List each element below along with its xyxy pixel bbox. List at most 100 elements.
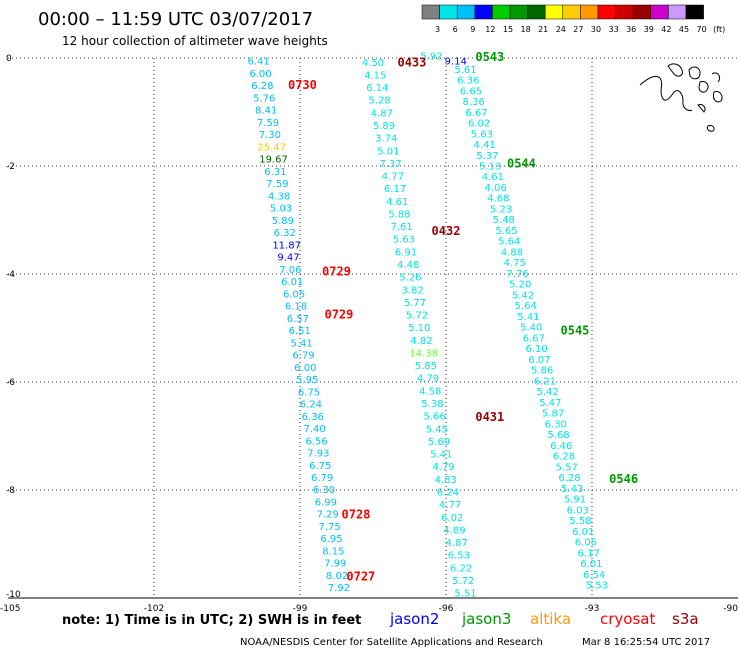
wave-height-point: 4.58: [419, 386, 441, 397]
wave-height-point: 7.30: [259, 130, 281, 141]
scale-label: 39: [644, 25, 654, 34]
scale-swatch: [685, 4, 704, 20]
pass-time-label: 0432: [432, 224, 461, 238]
scale-label: 21: [538, 25, 548, 34]
scale-label: 45: [679, 25, 689, 34]
wave-height-point: 6.95: [320, 534, 342, 545]
credit-text: NOAA/NESDIS Center for Satellite Applica…: [240, 637, 543, 648]
track-b: 4.504.156.145.284.875.893.745.017.374.77…: [362, 58, 477, 600]
scale-label: 18: [521, 25, 531, 34]
wave-height-point: 14.38: [409, 348, 438, 359]
wave-height-point: 6.36: [457, 76, 479, 87]
scale-swatch: [527, 4, 546, 20]
wave-height-point: 5.87: [542, 409, 564, 420]
y-tick-label: -6: [6, 378, 15, 388]
x-tick-label: -90: [723, 604, 738, 614]
satellite-legend: jason2 jason3 altika cryosat s3a: [389, 610, 699, 628]
x-tick-label: -96: [439, 604, 454, 614]
wave-height-point: 6.51: [289, 326, 311, 337]
wave-height-point: 4.82: [410, 336, 432, 347]
scale-swatch: [474, 4, 493, 20]
y-tick-label: -2: [6, 162, 15, 172]
scale-label: 24: [556, 25, 566, 34]
wave-height-point: 6.99: [315, 497, 337, 508]
wave-height-point: 7.93: [307, 449, 329, 460]
wave-height-point: 4.48: [397, 260, 419, 271]
wave-height-point: 5.42: [536, 387, 558, 398]
scale-swatch: [615, 4, 634, 20]
track-a: 6.416.006.285.768.417.597.3025.4719.676.…: [248, 57, 351, 595]
wave-height-point: 4.88: [501, 247, 523, 258]
wave-height-point: 6.18: [285, 302, 307, 313]
wave-height-point: 9.47: [277, 253, 299, 264]
timestamp-text: Mar 8 16:25:54 UTC 2017: [582, 637, 710, 648]
wave-height-point: 6.24: [300, 400, 322, 411]
wave-height-point: 5.43: [561, 484, 583, 495]
scale-label: 36: [626, 25, 636, 34]
wave-height-point: 4.79: [432, 462, 454, 473]
scale-label: 3: [435, 25, 440, 34]
wave-height-point: 5.89: [373, 121, 395, 132]
wave-height-point: 4.61: [386, 197, 408, 208]
wave-height-point: 5.72: [406, 311, 428, 322]
scale-swatch: [439, 4, 458, 20]
wave-height-point: 5.03: [270, 204, 292, 215]
wave-height-point: 6.31: [264, 167, 286, 178]
wave-height-point: 6.01: [572, 527, 594, 538]
pass-time-labels: 0543 0433 0730 0544 0432 0729 0729 0545 0431 0546…: [288, 50, 638, 583]
wave-height-point: 5.28: [368, 96, 390, 107]
chart-title: 00:00 – 11:59 UTC 03/07/2017: [38, 9, 313, 30]
wave-height-point: 5.23: [490, 204, 512, 215]
pass-time-label: 0727: [346, 569, 375, 583]
wave-height-point: 6.67: [465, 108, 487, 119]
wave-height-point: 6.32: [274, 228, 296, 239]
wave-height-point: 5.89: [272, 216, 294, 227]
wave-height-point: 6.05: [283, 289, 305, 300]
wave-height-point: 5.85: [415, 361, 437, 372]
wave-height-point: 4.68: [487, 194, 509, 205]
wave-height-point: 6.02: [441, 513, 463, 524]
satellite-legend-s3a: s3a: [672, 610, 699, 628]
pass-time-label: 0728: [342, 507, 371, 521]
scale-swatch: [580, 4, 599, 20]
wave-height-point: 6.41: [248, 57, 270, 68]
pass-time-label: 0730: [288, 78, 317, 92]
scale-swatch: [492, 4, 511, 20]
wave-height-point: 6.00: [294, 363, 316, 374]
wave-height-point: 5.57: [556, 462, 578, 473]
scale-swatch: [597, 4, 616, 20]
wave-height-point: 7.37: [379, 159, 401, 170]
wave-height-point: 4.87: [371, 108, 393, 119]
wave-height-point: 6.10: [526, 344, 548, 355]
wave-height-point: 5.20: [509, 280, 531, 291]
wave-height-point: 5.66: [424, 412, 446, 423]
wave-height-point: 6.79: [311, 473, 333, 484]
y-tick-label: -8: [6, 486, 15, 496]
wave-height-point: 7.76: [506, 269, 528, 280]
satellite-legend-jason3: jason3: [461, 610, 511, 628]
wave-height-point: 5.86: [531, 366, 553, 377]
wave-height-point: 6.53: [448, 551, 470, 562]
pass-time-label: 0431: [475, 410, 504, 424]
wave-height-point: 5.95: [296, 375, 318, 386]
wave-height-point: 6.28: [251, 81, 273, 92]
color-scale-legend: 3 6 9 12 15 18 21 24 27 30 33 36 39 42 45 70 (ft): [421, 4, 725, 34]
wave-height-point: 5.76: [253, 93, 275, 104]
pass-time-label: 0543: [475, 50, 504, 64]
wave-height-point: 5.88: [388, 209, 410, 220]
wave-height-point: 4.15: [364, 70, 386, 81]
wave-height-point: 5.13: [479, 161, 501, 172]
wave-height-point: 4.75: [504, 258, 526, 269]
satellite-legend-jason2: jason2: [389, 610, 439, 628]
wave-height-point: 5.64: [498, 237, 520, 248]
scale-label: 42: [661, 25, 671, 34]
wave-height-point: 5.01: [377, 146, 399, 157]
wave-height-point: 7.06: [279, 265, 301, 276]
wave-height-point: 6.21: [534, 376, 556, 387]
track-c: 5.92 9.14: [420, 51, 467, 67]
scale-swatch: [562, 4, 581, 20]
wave-height-point: 5.63: [471, 129, 493, 140]
wave-height-point: 8.15: [322, 546, 344, 557]
wave-height-point: 6.79: [292, 351, 314, 362]
wave-height-point: 6.17: [578, 548, 600, 559]
